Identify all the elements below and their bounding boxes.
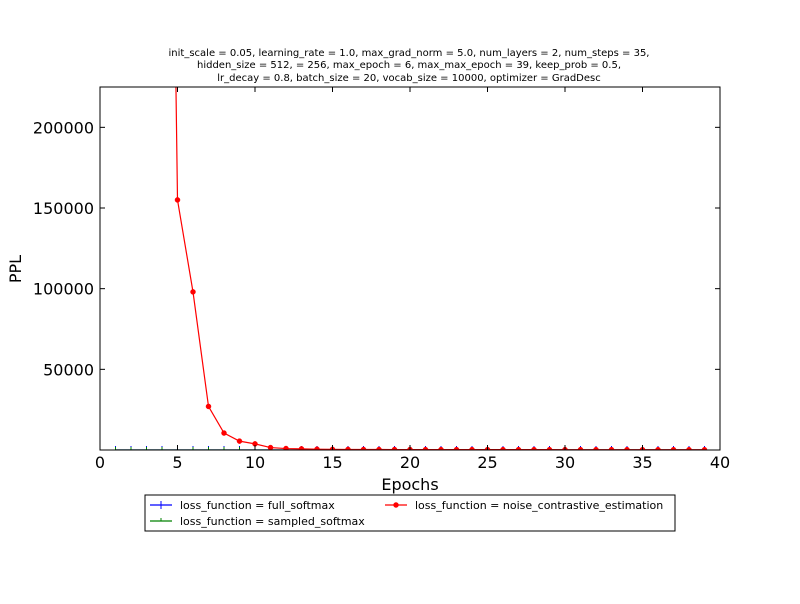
legend-box xyxy=(144,494,676,532)
plot-area xyxy=(100,87,720,450)
series-3-point xyxy=(221,430,227,436)
series-3-point xyxy=(205,403,212,410)
y-tick-label: 50000 xyxy=(43,360,94,379)
title-line-2: hidden_size = 512, = 256, max_epoch = 6,… xyxy=(197,60,621,71)
series-3-point xyxy=(345,446,351,450)
x-tick-label: 5 xyxy=(172,453,182,472)
x-tick-label: 25 xyxy=(477,453,497,472)
legend-label: loss_function = noise_contrastive_estima… xyxy=(415,499,663,512)
legend-label: loss_function = full_softmax xyxy=(180,499,335,512)
series-3-point xyxy=(360,446,367,450)
series-3-point xyxy=(236,438,243,444)
legend-entry: loss_function = full_softmax xyxy=(150,499,335,512)
x-tick-label: 15 xyxy=(322,453,342,472)
series-3-point xyxy=(314,446,320,450)
series-3-point xyxy=(267,444,274,450)
series-3-point xyxy=(190,289,196,295)
title-line-1: init_scale = 0.05, learning_rate = 1.0, … xyxy=(169,48,650,59)
title-line-3: lr_decay = 0.8, batch_size = 20, vocab_s… xyxy=(217,73,601,84)
y-axis-label: PPL xyxy=(6,255,25,283)
series-3-point xyxy=(283,445,289,450)
series-3-point xyxy=(298,446,305,450)
x-tick-label: 10 xyxy=(245,453,265,472)
legend-swatch-marker xyxy=(393,502,399,508)
x-tick-label: 0 xyxy=(95,453,105,472)
x-tick-label: 20 xyxy=(400,453,420,472)
chart-title: init_scale = 0.05, learning_rate = 1.0, … xyxy=(169,48,650,84)
legend-swatch-marker xyxy=(157,501,165,509)
legend-entry: loss_function = noise_contrastive_estima… xyxy=(385,499,663,512)
y-tick-label: 100000 xyxy=(33,280,94,299)
x-tick-label: 40 xyxy=(710,453,730,472)
legend-entry: loss_function = sampled_softmax xyxy=(150,515,365,528)
tick-layer: 0 5 10 15 20 25 30 35 40 50000 100000 150000 200000 xyxy=(33,87,730,472)
y-tick-label: 150000 xyxy=(33,199,94,218)
x-tick-label: 30 xyxy=(555,453,575,472)
x-tick-label: 35 xyxy=(632,453,652,472)
y-tick-label: 200000 xyxy=(33,118,94,137)
legend-label: loss_function = sampled_softmax xyxy=(180,515,365,528)
legend: loss_function = full_softmax loss_functio… xyxy=(144,494,676,532)
x-axis-label: Epochs xyxy=(381,475,438,494)
series-3-point xyxy=(174,197,181,203)
